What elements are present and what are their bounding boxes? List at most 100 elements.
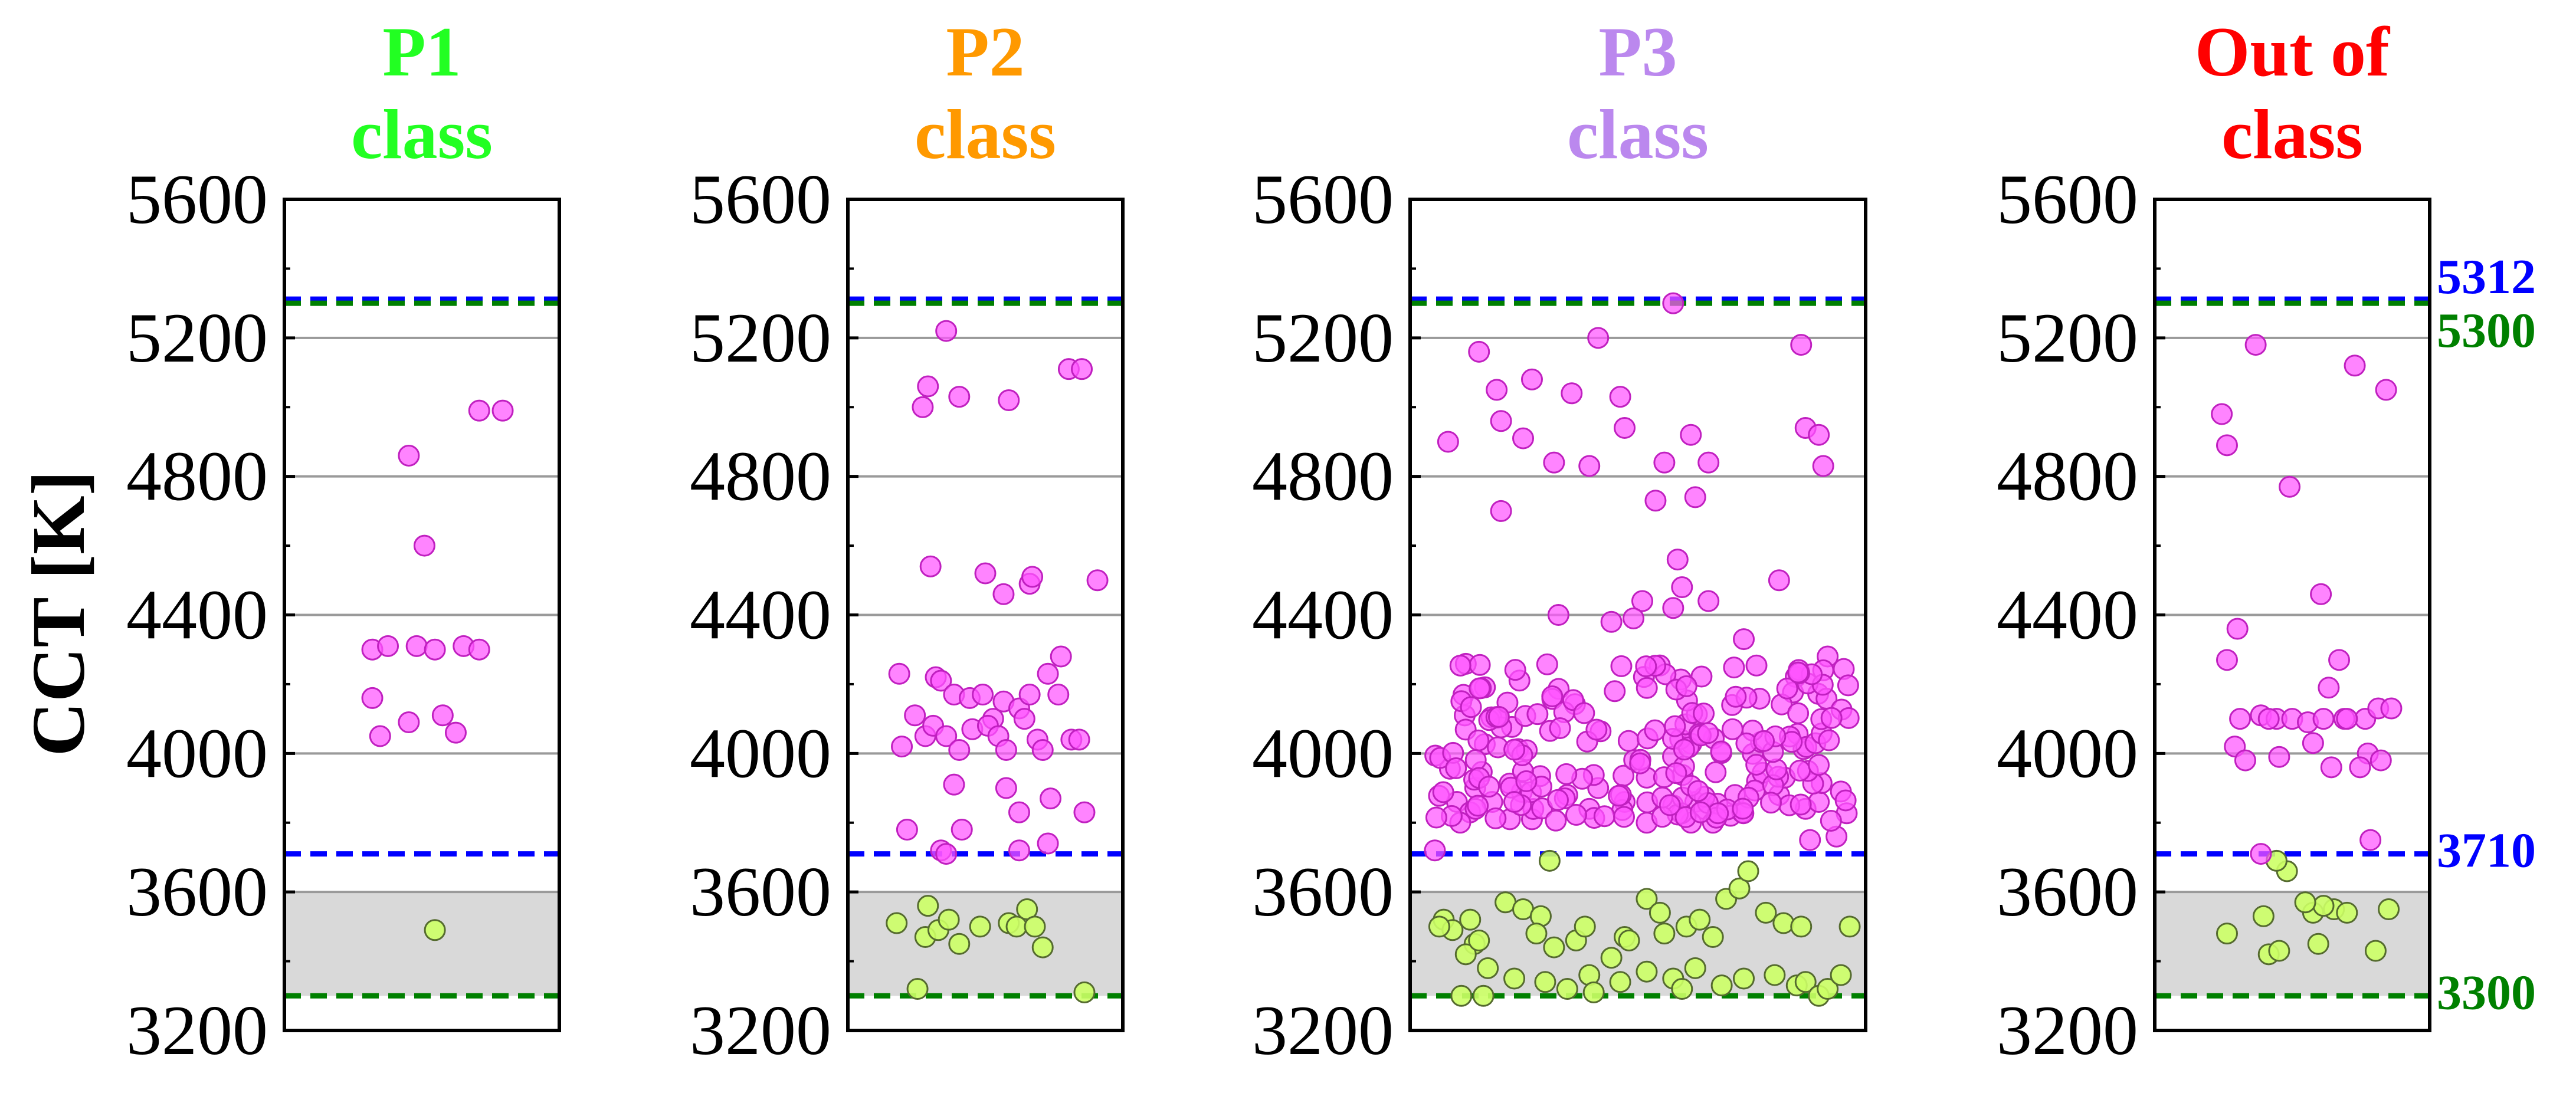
data-point	[1768, 569, 1790, 592]
data-point	[1732, 797, 1754, 820]
data-point	[938, 908, 960, 931]
data-point	[888, 662, 910, 685]
data-point	[906, 978, 929, 1000]
y-axis-label: CCT [K]	[17, 471, 100, 757]
data-point	[1424, 839, 1446, 862]
data-point	[1838, 915, 1861, 938]
data-point	[1555, 763, 1578, 785]
data-point	[2257, 708, 2280, 730]
data-point	[1534, 971, 1556, 993]
y-tick-label: 3200	[126, 991, 268, 1069]
data-point	[1745, 654, 1768, 677]
panel-title-line2: class	[2221, 95, 2363, 173]
data-point	[1504, 659, 1526, 681]
data-point	[1808, 424, 1830, 446]
data-point	[1556, 978, 1578, 1000]
data-point	[1684, 486, 1706, 508]
data-point	[1573, 702, 1595, 724]
data-point	[1600, 610, 1623, 633]
data-point	[1765, 758, 1788, 780]
data-point	[1808, 754, 1830, 776]
data-point	[1671, 576, 1693, 599]
y-tick-label: 4000	[690, 714, 831, 792]
data-point	[1697, 722, 1719, 744]
data-point	[1665, 762, 1687, 785]
data-point	[1820, 809, 1842, 832]
y-tick-label: 5200	[1252, 298, 1394, 377]
data-point	[361, 687, 384, 709]
y-tick-label: 3200	[1997, 991, 2138, 1069]
data-point	[1648, 901, 1671, 924]
shaded-band	[284, 892, 559, 996]
data-point	[424, 919, 446, 941]
panel-title-line1: P1	[382, 12, 461, 91]
data-point	[1745, 753, 1768, 776]
data-point	[1050, 645, 1072, 668]
data-point	[1525, 923, 1548, 945]
data-point	[1613, 806, 1636, 828]
panel-frame	[846, 198, 1125, 1032]
data-point	[369, 725, 391, 747]
data-point	[948, 933, 971, 955]
data-point	[2268, 940, 2290, 962]
data-point	[1644, 490, 1667, 512]
data-point	[1018, 684, 1041, 706]
data-point	[2211, 403, 2233, 425]
data-point	[2378, 898, 2400, 921]
data-point	[1464, 749, 1487, 772]
data-point	[1543, 451, 1565, 474]
data-point	[1733, 967, 1755, 990]
data-point	[935, 843, 958, 865]
data-point	[972, 684, 994, 706]
data-point	[1737, 860, 1759, 882]
data-point	[1545, 809, 1567, 832]
data-point	[2349, 756, 2371, 779]
data-point	[943, 773, 965, 796]
data-point	[992, 583, 1015, 605]
data-point	[891, 736, 913, 758]
data-point	[1753, 730, 1775, 752]
data-point	[1610, 655, 1633, 677]
data-point	[377, 635, 399, 657]
data-point	[2328, 649, 2351, 671]
data-point	[2312, 895, 2335, 917]
data-point	[1469, 654, 1491, 676]
data-point	[1477, 957, 1499, 979]
data-point	[2320, 756, 2342, 779]
y-tick-label: 5600	[126, 160, 268, 238]
data-point	[2336, 901, 2358, 924]
data-point	[1467, 729, 1490, 751]
data-point	[2216, 649, 2238, 671]
y-tick-label: 3200	[1252, 991, 1394, 1069]
panel-title-line2: class	[915, 95, 1056, 173]
data-point	[1629, 752, 1651, 774]
data-point	[930, 669, 952, 692]
data-point	[1468, 929, 1490, 951]
data-point	[2229, 708, 2251, 730]
data-point	[2216, 923, 2238, 945]
data-point	[1432, 781, 1454, 803]
data-point	[1710, 740, 1732, 763]
data-point	[935, 320, 958, 342]
y-tick-label: 4400	[1252, 576, 1394, 654]
y-tick-label: 4400	[126, 576, 268, 654]
y-tick-label: 4000	[126, 714, 268, 792]
data-point	[1490, 500, 1512, 522]
data-point	[1467, 795, 1489, 817]
data-point	[1068, 728, 1090, 751]
data-point	[998, 389, 1020, 412]
data-point	[1503, 738, 1526, 761]
data-point	[1728, 877, 1751, 900]
data-point	[1764, 964, 1786, 986]
data-point	[1653, 451, 1676, 474]
data-point	[1609, 971, 1631, 993]
data-point	[1725, 685, 1747, 708]
data-point	[1013, 708, 1035, 730]
data-point	[1834, 789, 1857, 812]
data-point	[1600, 947, 1623, 969]
data-point	[1618, 929, 1640, 951]
data-point	[948, 386, 971, 408]
data-point	[1776, 677, 1798, 700]
